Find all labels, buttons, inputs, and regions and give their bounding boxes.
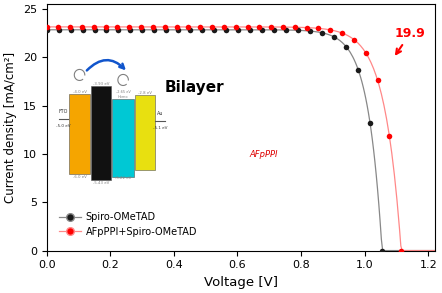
Point <box>103 28 110 32</box>
Point <box>173 25 180 29</box>
Point <box>67 25 74 29</box>
Point <box>197 25 204 29</box>
Point <box>232 25 239 29</box>
Point <box>386 134 393 138</box>
Point <box>235 28 242 32</box>
Point <box>303 25 310 30</box>
Point <box>149 25 156 29</box>
Point <box>126 25 133 29</box>
Point <box>43 28 50 32</box>
Point <box>283 28 290 32</box>
Point <box>209 25 216 29</box>
Point <box>256 25 263 29</box>
Point <box>211 28 218 32</box>
Point <box>366 121 373 126</box>
Point <box>351 37 358 42</box>
Point <box>137 25 145 29</box>
Point <box>331 35 338 39</box>
Point <box>295 28 302 33</box>
X-axis label: Voltage [V]: Voltage [V] <box>204 276 278 289</box>
Legend: Spiro-OMeTAD, AFpPPI+Spiro-OMeTAD: Spiro-OMeTAD, AFpPPI+Spiro-OMeTAD <box>55 208 201 241</box>
Point <box>161 25 168 29</box>
Point <box>199 28 206 32</box>
Point <box>221 25 228 29</box>
Point <box>374 78 381 82</box>
Point <box>244 25 251 29</box>
Point <box>79 28 86 32</box>
Point <box>343 44 350 49</box>
Point <box>139 28 146 32</box>
Point <box>55 25 62 29</box>
Point <box>79 25 86 29</box>
Point <box>127 28 134 32</box>
Point <box>267 25 274 29</box>
Point <box>43 25 50 29</box>
Point <box>339 31 346 35</box>
Point <box>163 28 170 32</box>
Point <box>185 25 192 29</box>
Point <box>354 67 362 72</box>
Point <box>362 50 369 55</box>
Point <box>114 25 121 29</box>
Point <box>115 28 122 32</box>
Point <box>67 28 74 32</box>
Y-axis label: Current density [mA/cm²]: Current density [mA/cm²] <box>4 52 17 203</box>
Point <box>271 28 278 32</box>
Point <box>247 28 254 32</box>
Text: AFpPPI: AFpPPI <box>250 150 278 159</box>
Point <box>55 28 62 32</box>
Point <box>151 28 158 32</box>
Point <box>398 248 405 253</box>
Point <box>327 28 334 32</box>
Point <box>319 30 326 35</box>
Point <box>175 28 182 32</box>
Point <box>378 248 385 253</box>
Point <box>259 28 266 32</box>
Point <box>102 25 109 29</box>
Point <box>291 25 298 30</box>
Point <box>187 28 194 32</box>
Point <box>279 25 286 29</box>
Text: Bilayer: Bilayer <box>165 81 225 96</box>
Text: 19.9: 19.9 <box>395 27 426 54</box>
Point <box>315 26 322 31</box>
Point <box>307 29 314 33</box>
Point <box>90 25 97 29</box>
Point <box>223 28 230 32</box>
Point <box>91 28 98 32</box>
